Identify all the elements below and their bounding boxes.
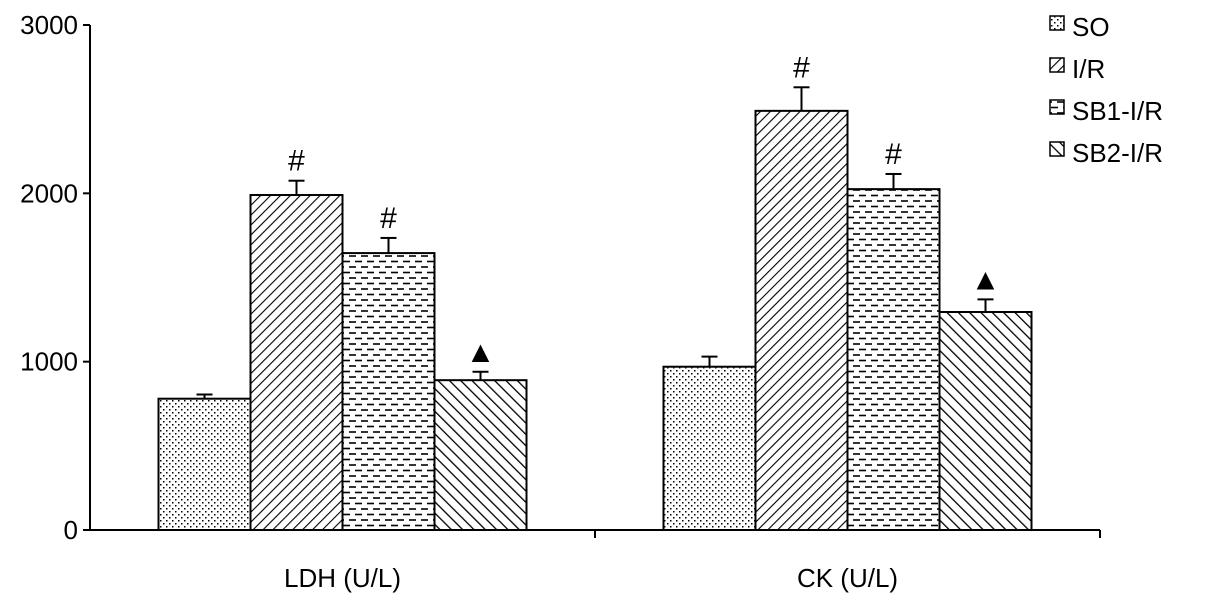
significance-marker: ▲ bbox=[466, 336, 496, 369]
legend-label: SO bbox=[1072, 12, 1110, 42]
bar bbox=[433, 379, 528, 531]
significance-marker: # bbox=[885, 138, 902, 171]
bar bbox=[341, 252, 436, 531]
significance-marker: # bbox=[793, 51, 810, 84]
y-tick-label: 3000 bbox=[20, 10, 78, 40]
bar bbox=[662, 365, 757, 532]
bar bbox=[754, 109, 849, 531]
legend-swatch bbox=[1049, 141, 1065, 157]
bar bbox=[157, 397, 252, 532]
legend: SO I/R SB1-I/R SB2-I/R bbox=[1049, 12, 1163, 168]
significance-marker: # bbox=[288, 145, 305, 178]
legend-swatch bbox=[1049, 99, 1065, 115]
bar bbox=[938, 311, 1033, 531]
y-tick-label: 1000 bbox=[20, 347, 78, 377]
x-tick-label: LDH (U/L) bbox=[284, 563, 401, 593]
y-tick-label: 2000 bbox=[20, 178, 78, 208]
legend-label: I/R bbox=[1072, 54, 1105, 84]
significance-marker: # bbox=[380, 202, 397, 235]
legend-label: SB1-I/R bbox=[1072, 96, 1163, 126]
legend-label: SB2-I/R bbox=[1072, 138, 1163, 168]
bars: # # ▲ # # ▲ bbox=[157, 51, 1033, 532]
legend-swatch bbox=[1049, 15, 1065, 31]
significance-marker: ▲ bbox=[971, 263, 1001, 296]
x-tick-label: CK (U/L) bbox=[797, 563, 898, 593]
legend-swatch bbox=[1049, 57, 1065, 73]
y-tick-label: 0 bbox=[64, 515, 78, 545]
bar bbox=[846, 188, 941, 531]
bar bbox=[249, 194, 344, 531]
